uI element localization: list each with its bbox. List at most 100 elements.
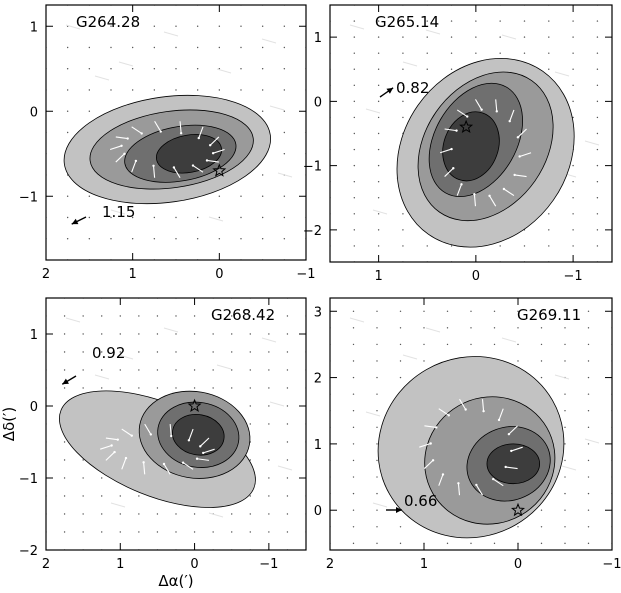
grid-dot [587, 327, 590, 329]
velocity-vector-head [197, 136, 200, 140]
grid-dot [353, 132, 356, 135]
grid-dot [261, 238, 264, 240]
grid-dot [66, 216, 69, 219]
grid-dot [446, 542, 449, 545]
grid-dot [596, 68, 599, 70]
plot-frame [329, 4, 613, 263]
grid-dot [131, 68, 134, 70]
grid-dot [63, 513, 66, 515]
grid-dot [286, 513, 289, 515]
grid-dot [231, 315, 233, 317]
grid-dot [499, 245, 501, 247]
grid-dot [193, 351, 196, 353]
grid-dot [283, 89, 286, 91]
grid-dot [376, 327, 378, 329]
grid-dot [212, 315, 214, 317]
grid-dot [564, 410, 566, 412]
velocity-vector [514, 174, 527, 178]
grid-dot [564, 509, 566, 511]
faint-vector [208, 512, 224, 518]
velocity-vector-head [507, 432, 511, 436]
faint-vector [118, 61, 134, 67]
grid-dot [212, 387, 214, 389]
grid-dot [352, 310, 355, 312]
faint-vector [65, 317, 81, 323]
grid-dot [119, 495, 121, 497]
grid-dot [353, 36, 356, 38]
grid-dot [268, 531, 270, 533]
grid-dot [153, 46, 156, 49]
grid-dot [517, 526, 519, 528]
grid-dot [63, 387, 66, 389]
velocity-vector-head [172, 166, 176, 169]
grid-dot [156, 387, 159, 389]
grid-dot [268, 423, 270, 425]
grid-dot [101, 333, 103, 335]
plot-area [46, 298, 306, 550]
grid-dot [283, 238, 286, 240]
grid-dot [286, 315, 289, 317]
grid-dot [218, 195, 221, 197]
grid-dot [596, 116, 599, 119]
panel-title: G269.11 [517, 306, 581, 324]
grid-dot [283, 68, 286, 70]
grid-dot [88, 68, 91, 70]
velocity-vector-head [497, 418, 501, 422]
grid-dot [470, 542, 472, 545]
grid-dot [193, 369, 196, 371]
grid-dot [353, 20, 356, 22]
grid-dot [587, 360, 590, 362]
grid-dot [450, 20, 453, 22]
velocity-vector-head [504, 465, 507, 469]
grid-dot [540, 310, 543, 312]
velocity-vector [115, 153, 125, 163]
grid-dot [212, 369, 214, 371]
velocity-vector-head [113, 450, 116, 454]
grid-dot [212, 333, 214, 335]
grid-dot [88, 238, 91, 240]
grid-dot [110, 89, 112, 91]
grid-dot [196, 89, 199, 91]
velocity-vector-head [187, 439, 191, 442]
velocity-vector-head [480, 108, 483, 111]
grid-dot [268, 333, 270, 335]
velocity-vector [154, 120, 162, 132]
velocity-vector [498, 408, 504, 421]
velocity-vector-head [123, 152, 126, 155]
grid-dot [493, 542, 496, 545]
grid-dot [352, 426, 355, 429]
velocity-vector-head [140, 132, 143, 135]
velocity-vector-head [170, 434, 173, 438]
grid-dot [572, 180, 574, 183]
velocity-vector [198, 126, 204, 139]
x-tick-label: 1 [420, 557, 428, 572]
faint-vector [402, 61, 418, 67]
velocity-vector [105, 437, 118, 441]
grid-dot [475, 20, 477, 22]
velocity-vector [459, 398, 467, 410]
grid-dot [175, 387, 177, 389]
grid-dot [88, 110, 91, 112]
grid-dot [402, 229, 404, 231]
grid-dot [450, 52, 453, 54]
grid-dot [564, 542, 566, 545]
grid-dot [131, 89, 134, 91]
grid-dot [352, 393, 355, 395]
grid-dot [240, 195, 242, 197]
grid-dot [399, 327, 402, 329]
grid-dot [240, 216, 242, 219]
faint-vector [216, 364, 232, 370]
faint-vector [425, 327, 441, 333]
grid-dot [196, 238, 199, 240]
grid-dot [353, 52, 356, 54]
grid-dot [376, 376, 378, 379]
grid-dot [249, 459, 251, 461]
grid-dot [175, 513, 177, 515]
faint-vector [94, 75, 110, 81]
grid-dot [261, 195, 264, 197]
grid-dot [426, 68, 428, 70]
grid-dot [268, 387, 270, 389]
grid-dot [423, 360, 425, 362]
grid-dot [587, 310, 590, 312]
grid-dot [240, 46, 242, 49]
